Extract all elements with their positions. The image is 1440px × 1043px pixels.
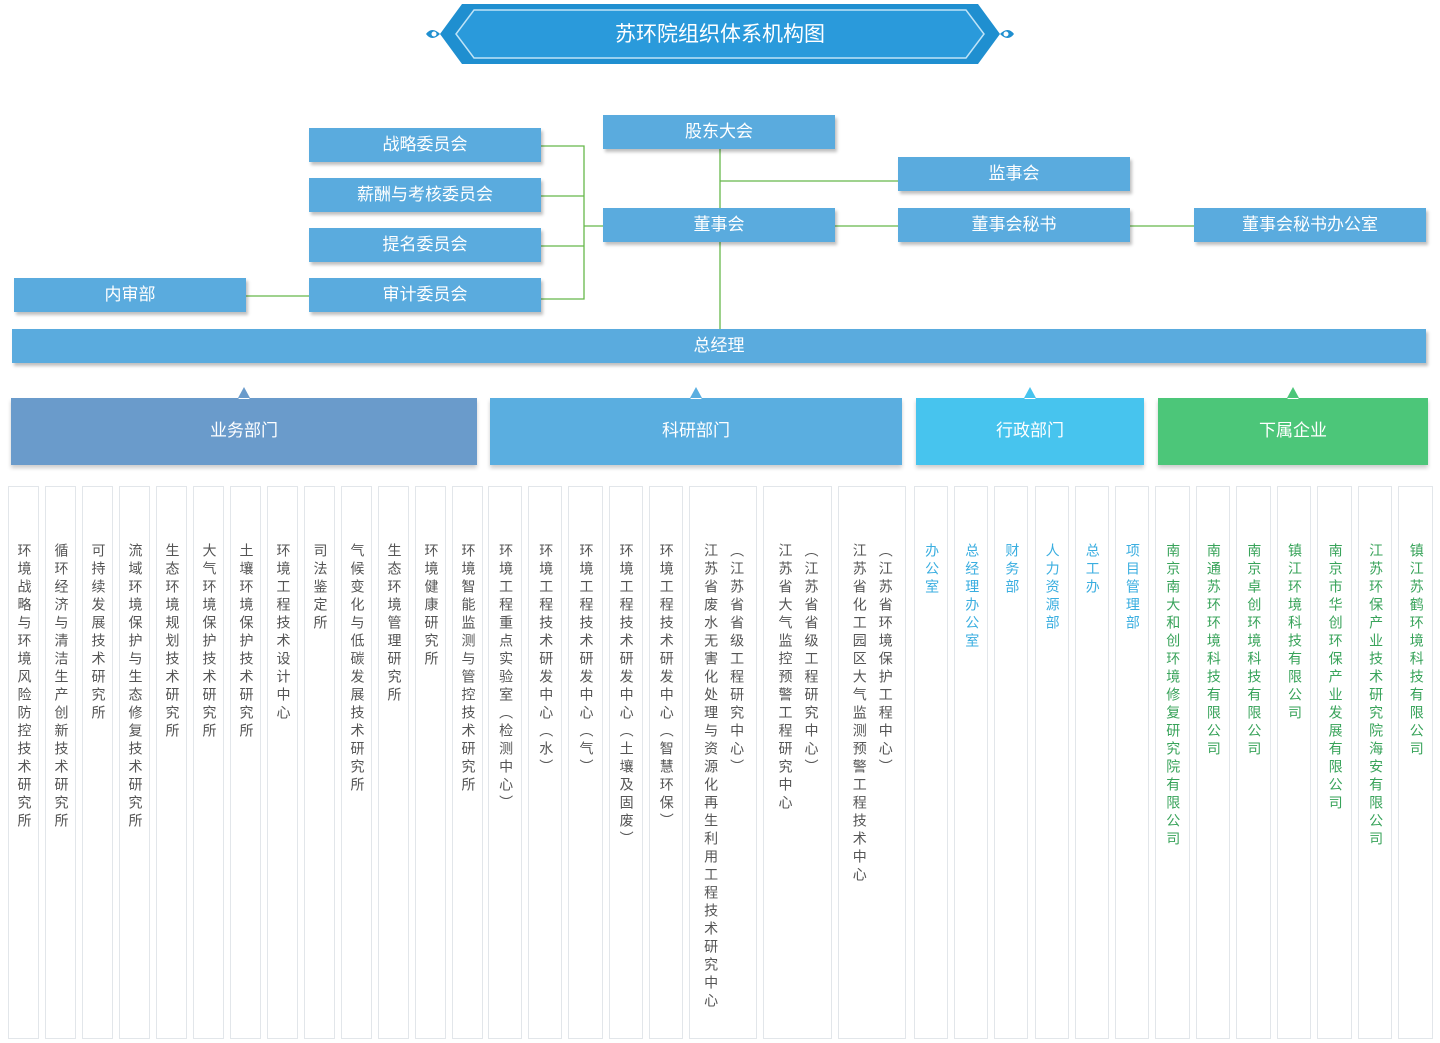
unit-name: 环境工程技术研发中心（智慧环保） xyxy=(657,543,674,831)
unit-name: 财务部 xyxy=(1003,543,1020,597)
secretary-office: 董事会秘书办公室 xyxy=(1194,208,1426,242)
unit-column: 土壤环境保护技术研究所 xyxy=(230,486,261,1039)
unit-name: 总工办 xyxy=(1083,543,1100,597)
unit-name: 南京南大和创环境修复研究院有限公司 xyxy=(1164,543,1181,849)
unit-column: 江苏省化工园区大气监测预警工程技术中心 （江苏省环境保护工程中心） xyxy=(837,486,906,1039)
unit-name: 循环经济与清洁生产创新技术研究所 xyxy=(52,543,69,831)
unit-name: 流域环境保护与生态修复技术研究所 xyxy=(126,543,143,831)
unit-column: 环境工程技术设计中心 xyxy=(267,486,298,1039)
unit-name: 江苏省废水无害化处理与资源化再生利用工程技术研究中心 xyxy=(702,543,719,1011)
department-header: 业务部门 xyxy=(11,394,477,465)
unit-column: 镇江苏鹤环境科技有限公司 xyxy=(1398,486,1433,1039)
unit-column: 项目管理部 xyxy=(1114,486,1149,1039)
board-secretary: 董事会秘书 xyxy=(898,208,1130,242)
unit-name: 人力资源部 xyxy=(1043,543,1060,633)
unit-column: 总经理办公室 xyxy=(954,486,989,1039)
unit-name: 镇江苏鹤环境科技有限公司 xyxy=(1407,543,1424,759)
unit-column: 环境战略与环境风险防控技术研究所 xyxy=(8,486,39,1039)
unit-name: 环境健康研究所 xyxy=(422,543,439,669)
unit-column: 环境工程技术研发中心（水） xyxy=(528,486,563,1039)
unit-name: 司法鉴定所 xyxy=(311,543,328,633)
committee: 提名委员会 xyxy=(309,228,541,262)
unit-note: （江苏省省级工程研究中心） xyxy=(802,543,819,777)
supervisory-board: 监事会 xyxy=(898,157,1130,191)
general-manager: 总经理 xyxy=(12,329,1426,363)
unit-column: 环境健康研究所 xyxy=(415,486,446,1039)
unit-name: 环境工程技术研发中心（气） xyxy=(577,543,594,777)
unit-column: 南京卓创环境科技有限公司 xyxy=(1236,486,1271,1039)
unit-name: 生态环境管理研究所 xyxy=(385,543,402,705)
unit-column: 环境工程技术研发中心（智慧环保） xyxy=(648,486,683,1039)
pointer xyxy=(1024,387,1036,398)
committee: 战略委员会 xyxy=(309,128,541,162)
unit-column: 环境工程重点实验室（检测中心） xyxy=(488,486,523,1039)
unit-column: 人力资源部 xyxy=(1034,486,1069,1039)
department-header: 科研部门 xyxy=(490,394,902,465)
unit-name: 环境战略与环境风险防控技术研究所 xyxy=(15,543,32,831)
unit-column: 流域环境保护与生态修复技术研究所 xyxy=(119,486,150,1039)
unit-column: 南京市华创环保产业发展有限公司 xyxy=(1317,486,1352,1039)
pointer xyxy=(238,387,250,398)
department-header: 行政部门 xyxy=(916,394,1144,465)
unit-name: 环境工程重点实验室（检测中心） xyxy=(497,543,514,813)
unit-column: 江苏省废水无害化处理与资源化再生利用工程技术研究中心 （江苏省省级工程研究中心） xyxy=(688,486,758,1039)
unit-column: 江苏环保产业技术研究院海安有限公司 xyxy=(1357,486,1393,1039)
internal-audit: 内审部 xyxy=(14,278,246,312)
unit-name: 气候变化与低碳发展技术研究所 xyxy=(348,543,365,795)
unit-name: 镇江环境科技有限公司 xyxy=(1285,543,1302,723)
unit-column: 财务部 xyxy=(994,486,1029,1039)
unit-name: 办公室 xyxy=(923,543,940,597)
department-header: 下属企业 xyxy=(1158,394,1428,465)
unit-column: 南京南大和创环境修复研究院有限公司 xyxy=(1155,486,1190,1039)
title-banner xyxy=(426,4,1014,64)
unit-column: 镇江环境科技有限公司 xyxy=(1276,486,1312,1039)
unit-column: 循环经济与清洁生产创新技术研究所 xyxy=(45,486,76,1039)
unit-column: 生态环境管理研究所 xyxy=(378,486,409,1039)
unit-name: 南京卓创环境科技有限公司 xyxy=(1245,543,1262,759)
unit-note: （江苏省省级工程研究中心） xyxy=(728,543,745,777)
unit-name: 环境工程技术研发中心（水） xyxy=(537,543,554,777)
committee: 审计委员会 xyxy=(309,278,541,312)
title: 苏环院组织体系机构图 xyxy=(615,22,825,46)
unit-note: （江苏省环境保护工程中心） xyxy=(876,543,893,777)
unit-name: 江苏省化工园区大气监测预警工程技术中心 xyxy=(850,543,867,885)
unit-name: 环境智能监测与管控技术研究所 xyxy=(459,543,476,795)
unit-name: 土壤环境保护技术研究所 xyxy=(237,543,254,741)
unit-name: 环境工程技术设计中心 xyxy=(274,543,291,723)
unit-column: 环境智能监测与管控技术研究所 xyxy=(452,486,483,1039)
shareholders-meeting: 股东大会 xyxy=(603,115,835,149)
unit-column: 南通苏环环境科技有限公司 xyxy=(1195,486,1231,1039)
unit-name: 江苏省大气监控预警工程研究中心 xyxy=(776,543,793,813)
unit-column: 总工办 xyxy=(1074,486,1109,1039)
board: 董事会 xyxy=(603,208,835,242)
unit-name: 项目管理部 xyxy=(1123,543,1140,633)
unit-column: 环境工程技术研发中心（气） xyxy=(568,486,603,1039)
unit-column: 大气环境保护技术研究所 xyxy=(193,486,224,1039)
pointer xyxy=(690,387,702,398)
unit-name: 南通苏环环境科技有限公司 xyxy=(1204,543,1221,759)
unit-name: 总经理办公室 xyxy=(963,543,980,651)
unit-name: 环境工程技术研发中心（土壤及固废） xyxy=(617,543,634,849)
unit-name: 南京市华创环保产业发展有限公司 xyxy=(1326,543,1343,813)
unit-name: 大气环境保护技术研究所 xyxy=(200,543,217,741)
committee: 薪酬与考核委员会 xyxy=(309,178,541,212)
lines xyxy=(246,145,1194,329)
unit-column: 可持续发展技术研究所 xyxy=(82,486,113,1039)
unit-name: 江苏环保产业技术研究院海安有限公司 xyxy=(1367,543,1384,849)
unit-name: 可持续发展技术研究所 xyxy=(89,543,106,723)
unit-name: 生态环境规划技术研究所 xyxy=(163,543,180,741)
unit-column: 司法鉴定所 xyxy=(304,486,335,1039)
unit-column: 江苏省大气监控预警工程研究中心 （江苏省省级工程研究中心） xyxy=(763,486,832,1039)
unit-column: 办公室 xyxy=(914,486,949,1039)
unit-column: 环境工程技术研发中心（土壤及固废） xyxy=(608,486,643,1039)
unit-column: 生态环境规划技术研究所 xyxy=(156,486,187,1039)
unit-column: 气候变化与低碳发展技术研究所 xyxy=(341,486,372,1039)
pointer xyxy=(1287,387,1299,398)
